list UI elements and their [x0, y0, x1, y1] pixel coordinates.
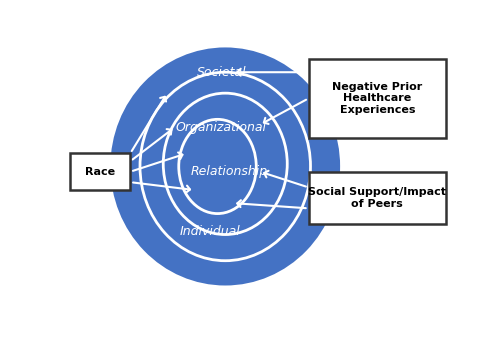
Text: Relationship: Relationship [190, 165, 268, 178]
FancyBboxPatch shape [308, 172, 446, 224]
FancyBboxPatch shape [308, 59, 446, 138]
Text: Individual: Individual [180, 225, 240, 238]
Text: Negative Prior
Healthcare
Experiences: Negative Prior Healthcare Experiences [332, 82, 422, 115]
Text: Societal: Societal [196, 66, 246, 79]
Text: Organizational: Organizational [176, 121, 267, 134]
Text: Social Support/Impact
of Peers: Social Support/Impact of Peers [308, 187, 446, 209]
Ellipse shape [109, 46, 342, 287]
FancyBboxPatch shape [70, 153, 130, 190]
Text: Race: Race [85, 167, 116, 177]
